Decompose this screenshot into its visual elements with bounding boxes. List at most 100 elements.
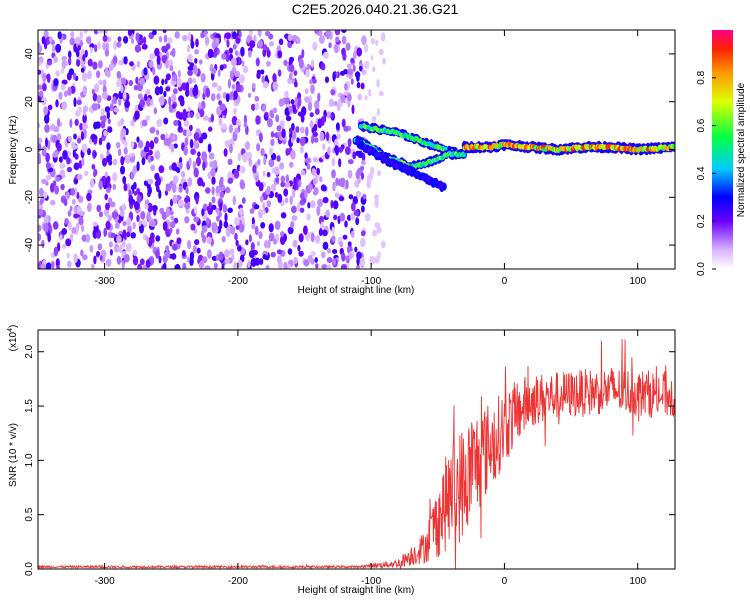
spectrogram-noise-speck	[238, 207, 244, 216]
spectrogram-noise-speck	[352, 51, 357, 59]
spectrogram-noise-speck	[305, 69, 310, 78]
spectrogram-noise-speck	[172, 103, 176, 109]
track-core	[672, 143, 675, 149]
spectrogram-noise-speck	[125, 243, 132, 253]
spectrogram-noise-speck	[287, 41, 293, 49]
spectrogram-noise-speck	[155, 249, 160, 259]
spectrogram-noise-speck	[135, 32, 140, 42]
spectrogram-noise-speck	[283, 59, 288, 66]
spectrogram-noise-speck	[319, 131, 325, 142]
spectrogram-noise-speck	[96, 251, 101, 257]
spectrogram-noise-speck	[45, 174, 52, 181]
spectrogram-noise-speck	[287, 226, 294, 235]
spectrogram-noise-speck	[172, 175, 179, 184]
spectrogram-noise-speck	[291, 188, 296, 199]
spectrogram-noise-speck	[278, 38, 284, 46]
spectrogram-noise-speck	[207, 249, 212, 259]
spectrogram-noise-speck	[347, 214, 352, 221]
spectrogram-noise-speck	[335, 122, 340, 131]
spectrogram-noise-speck	[154, 150, 161, 160]
spectrogram-noise-speck	[153, 75, 160, 85]
spectrogram-noise-speck	[76, 49, 80, 58]
spectrogram-noise-speck	[98, 211, 103, 218]
spectrogram-noise-speck	[335, 177, 339, 186]
spectrogram-noise-speck	[219, 201, 223, 212]
spectrogram-noise-speck	[369, 255, 376, 265]
spectrogram-noise-speck	[113, 40, 117, 51]
spectrogram-noise-speck	[73, 213, 79, 219]
spectrogram-noise-speck	[218, 251, 224, 261]
spectrogram-noise-speck	[126, 217, 132, 227]
spectrogram-noise-speck	[290, 99, 295, 105]
spectrogram-noise-speck	[192, 77, 197, 84]
spectrogram-noise-speck	[225, 32, 232, 40]
spectrogram-x-label: Height of straight line (km)	[298, 285, 415, 296]
spectrogram-noise-speck	[192, 86, 199, 97]
spectrogram-noise-speck	[63, 198, 68, 207]
spectrogram-noise-speck	[154, 172, 160, 181]
spectrogram-noise-speck	[68, 56, 72, 66]
spectrogram-noise-speck	[128, 195, 134, 205]
colorbar-tick-label: 0.0	[696, 262, 707, 276]
spectrogram-noise-speck	[221, 236, 226, 243]
spectrogram-noise-speck	[169, 65, 174, 72]
spectrogram-noise-speck	[126, 183, 131, 192]
spectrogram-noise-speck	[196, 247, 201, 254]
spectrogram-noise-speck	[177, 70, 181, 78]
spectrogram-noise-speck	[65, 191, 70, 200]
spectrogram-noise-speck	[68, 68, 75, 76]
spectrogram-noise-speck	[72, 72, 77, 81]
spectrogram-noise-speck	[120, 156, 125, 166]
spectrogram-noise-speck	[310, 135, 315, 144]
spectrogram-noise-speck	[378, 91, 384, 97]
spectrogram-noise-speck	[104, 48, 110, 57]
colorbar-tick-label: 0.2	[696, 214, 707, 228]
spectrogram-noise-speck	[262, 170, 266, 177]
spectrogram-noise-speck	[376, 108, 380, 116]
spectrogram-noise-speck	[56, 265, 60, 269]
spectrogram-noise-speck	[310, 250, 316, 257]
spectrogram-noise-speck	[80, 131, 85, 141]
spectrogram-noise-speck	[105, 187, 111, 193]
spectrogram-noise-speck	[170, 143, 175, 153]
spectrogram-noise-speck	[121, 238, 126, 248]
spectrogram-noise-speck	[131, 38, 135, 44]
spectrogram-noise-speck	[211, 222, 218, 232]
spectrogram-noise-speck	[356, 251, 362, 260]
spectrogram-noise-speck	[143, 180, 148, 186]
spectrogram-noise-speck	[229, 248, 235, 255]
spectrogram-noise-speck	[105, 202, 110, 211]
spectrogram-noise-speck	[123, 183, 128, 192]
spectrogram-noise-speck	[206, 217, 210, 226]
spectrogram-noise-speck	[176, 167, 181, 174]
x-tick-label: -300	[95, 576, 115, 587]
spectrogram-noise-speck	[165, 59, 169, 69]
spectrogram-noise-speck	[116, 41, 122, 48]
spectrogram-noise-speck	[120, 165, 125, 175]
spectrogram-noise-speck	[170, 221, 176, 229]
spectrogram-noise-speck	[139, 223, 144, 234]
spectrogram-noise-speck	[83, 106, 87, 117]
spectrogram-noise-speck	[350, 78, 354, 85]
spectrogram-noise-speck	[107, 118, 111, 125]
spectrogram-noise-speck	[341, 47, 346, 56]
spectrogram-noise-speck	[350, 57, 355, 64]
spectrogram-noise-speck	[309, 112, 314, 118]
spectrogram-noise-speck	[284, 90, 289, 99]
spectrogram-noise-speck	[340, 93, 346, 103]
spectrogram-noise-speck	[252, 164, 257, 174]
spectrogram-noise-speck	[60, 83, 66, 91]
spectrogram-noise-speck	[193, 167, 199, 178]
spectrogram-noise-speck	[97, 41, 102, 50]
spectrogram-noise-speck	[97, 243, 103, 251]
spectrogram-noise-speck	[94, 44, 98, 53]
spectrogram-noise-speck	[98, 79, 103, 86]
spectrogram-noise-speck	[62, 150, 68, 160]
spectrogram-noise-speck	[135, 76, 139, 85]
spectrogram-noise-speck	[355, 190, 362, 198]
spectrogram-noise-speck	[323, 185, 327, 192]
spectrogram-noise-speck	[89, 43, 95, 49]
spectrogram-noise-speck	[370, 37, 376, 45]
spectrogram-noise-speck	[181, 250, 186, 257]
spectrogram-noise-speck	[175, 228, 180, 235]
